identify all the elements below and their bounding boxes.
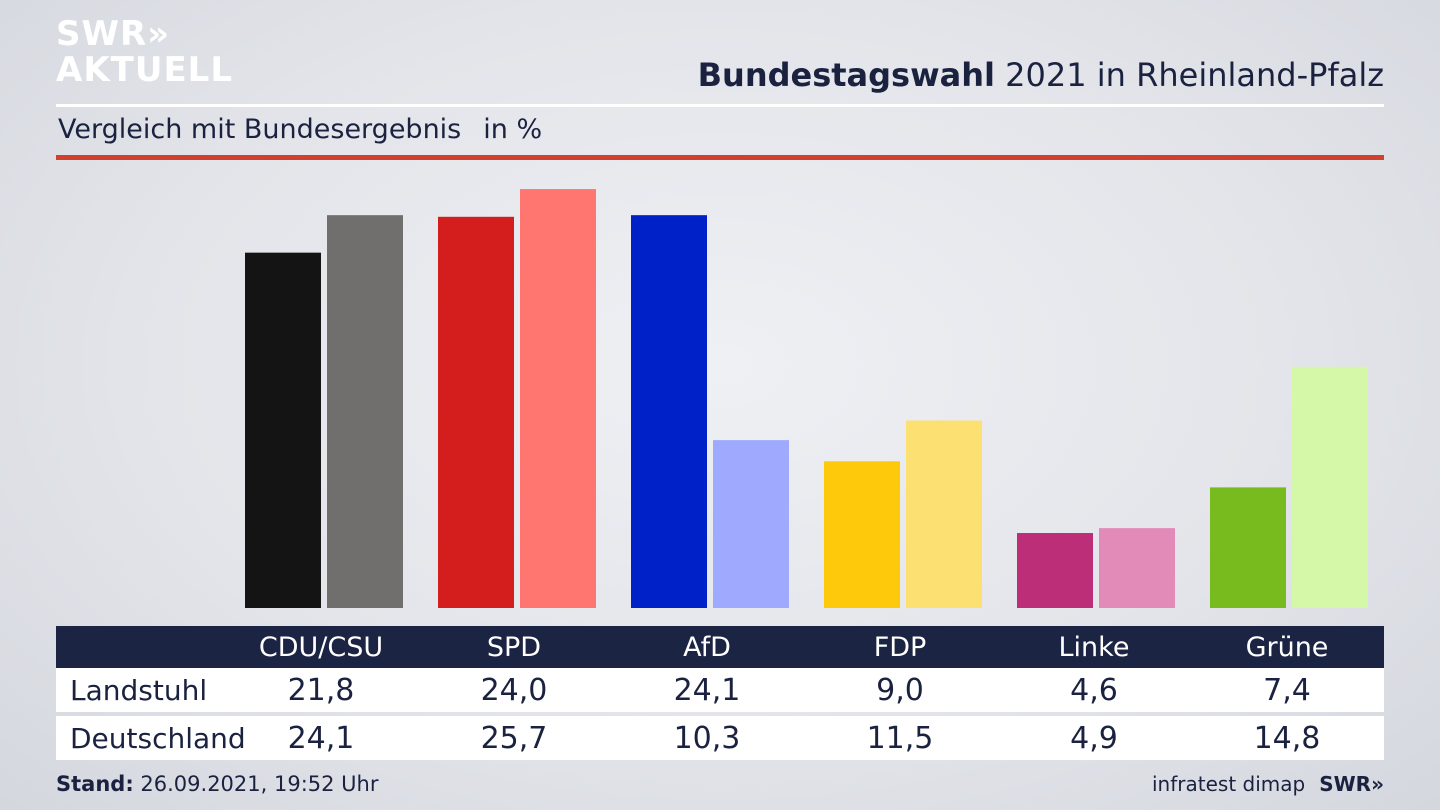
table-cell: 24,1 bbox=[673, 672, 741, 708]
logo-line-1: SWR» bbox=[56, 14, 171, 54]
row-label-landstuhl: Landstuhl bbox=[70, 673, 208, 707]
table-cell: 10,3 bbox=[673, 720, 741, 756]
source-credit: infratest dimap SWR» bbox=[1152, 772, 1384, 796]
table-cell: 11,5 bbox=[866, 720, 934, 756]
header-afd: AfD bbox=[683, 631, 731, 663]
table-header: CDU/CSU SPD AfD FDP Linke Grüne bbox=[56, 626, 1384, 668]
bar-gruene-landstuhl bbox=[1210, 487, 1286, 608]
table-cell: 14,8 bbox=[1253, 720, 1321, 756]
accent-rule bbox=[56, 155, 1384, 160]
bar-cdu-csu-landstuhl bbox=[245, 252, 321, 608]
bar-afd-landstuhl bbox=[631, 215, 707, 609]
swr-aktuell-logo: SWR» AKTUELL bbox=[56, 16, 233, 88]
table-row: Landstuhl 21,8 24,0 24,1 9,0 4,6 7,4 bbox=[56, 668, 1384, 712]
header-gruene: Grüne bbox=[1245, 631, 1329, 663]
bar-cdu-csu-deutschland bbox=[327, 215, 403, 609]
bar-fdp-deutschland bbox=[906, 420, 982, 608]
table-cell: 21,8 bbox=[287, 672, 355, 708]
bar-linke-deutschland bbox=[1099, 528, 1175, 608]
table-cell: 24,1 bbox=[287, 720, 355, 756]
bar-spd-landstuhl bbox=[438, 216, 514, 609]
bar-chart bbox=[245, 189, 1368, 609]
stand-label: Stand: bbox=[56, 772, 134, 796]
table-cell: 4,9 bbox=[1070, 720, 1118, 756]
chart-subtitle: Vergleich mit Bundesergebnis in % bbox=[58, 114, 542, 145]
bar-gruene-deutschland bbox=[1292, 366, 1368, 608]
bar-spd-deutschland bbox=[520, 189, 596, 608]
bar-fdp-landstuhl bbox=[824, 461, 900, 608]
header-divider bbox=[56, 104, 1384, 107]
stand-value: 26.09.2021, 19:52 Uhr bbox=[133, 772, 379, 796]
table-cell: 7,4 bbox=[1263, 672, 1311, 708]
header-cdu-csu: CDU/CSU bbox=[258, 631, 384, 663]
header-fdp: FDP bbox=[873, 631, 927, 663]
source-text: infratest dimap bbox=[1152, 772, 1306, 796]
bar-linke-landstuhl bbox=[1017, 533, 1093, 608]
results-table: CDU/CSU SPD AfD FDP Linke Grüne Landstuh… bbox=[56, 626, 1384, 760]
title-bold: Bundestagswahl bbox=[697, 56, 995, 94]
swr-brand-logo: SWR» bbox=[1319, 772, 1384, 796]
header-spd: SPD bbox=[486, 631, 542, 663]
unit-label: in % bbox=[483, 114, 543, 145]
page-title: Bundestagswahl 2021 in Rheinland-Pfalz bbox=[698, 56, 1384, 94]
logo-line-2: AKTUELL bbox=[56, 50, 234, 90]
bar-afd-deutschland bbox=[713, 440, 789, 608]
table-cell: 4,6 bbox=[1070, 672, 1118, 708]
timestamp: Stand: 26.09.2021, 19:52 Uhr bbox=[56, 772, 379, 796]
subtitle-text: Vergleich mit Bundesergebnis bbox=[58, 114, 462, 145]
table-cell: 9,0 bbox=[876, 672, 924, 708]
table-cell: 24,0 bbox=[480, 672, 548, 708]
table-cell: 25,7 bbox=[480, 720, 548, 756]
table-row: Deutschland 24,1 25,7 10,3 11,5 4,9 14,8 bbox=[56, 716, 1384, 760]
row-label-deutschland: Deutschland bbox=[70, 721, 246, 755]
title-rest: 2021 in Rheinland-Pfalz bbox=[995, 56, 1384, 94]
header-linke: Linke bbox=[1058, 631, 1130, 663]
